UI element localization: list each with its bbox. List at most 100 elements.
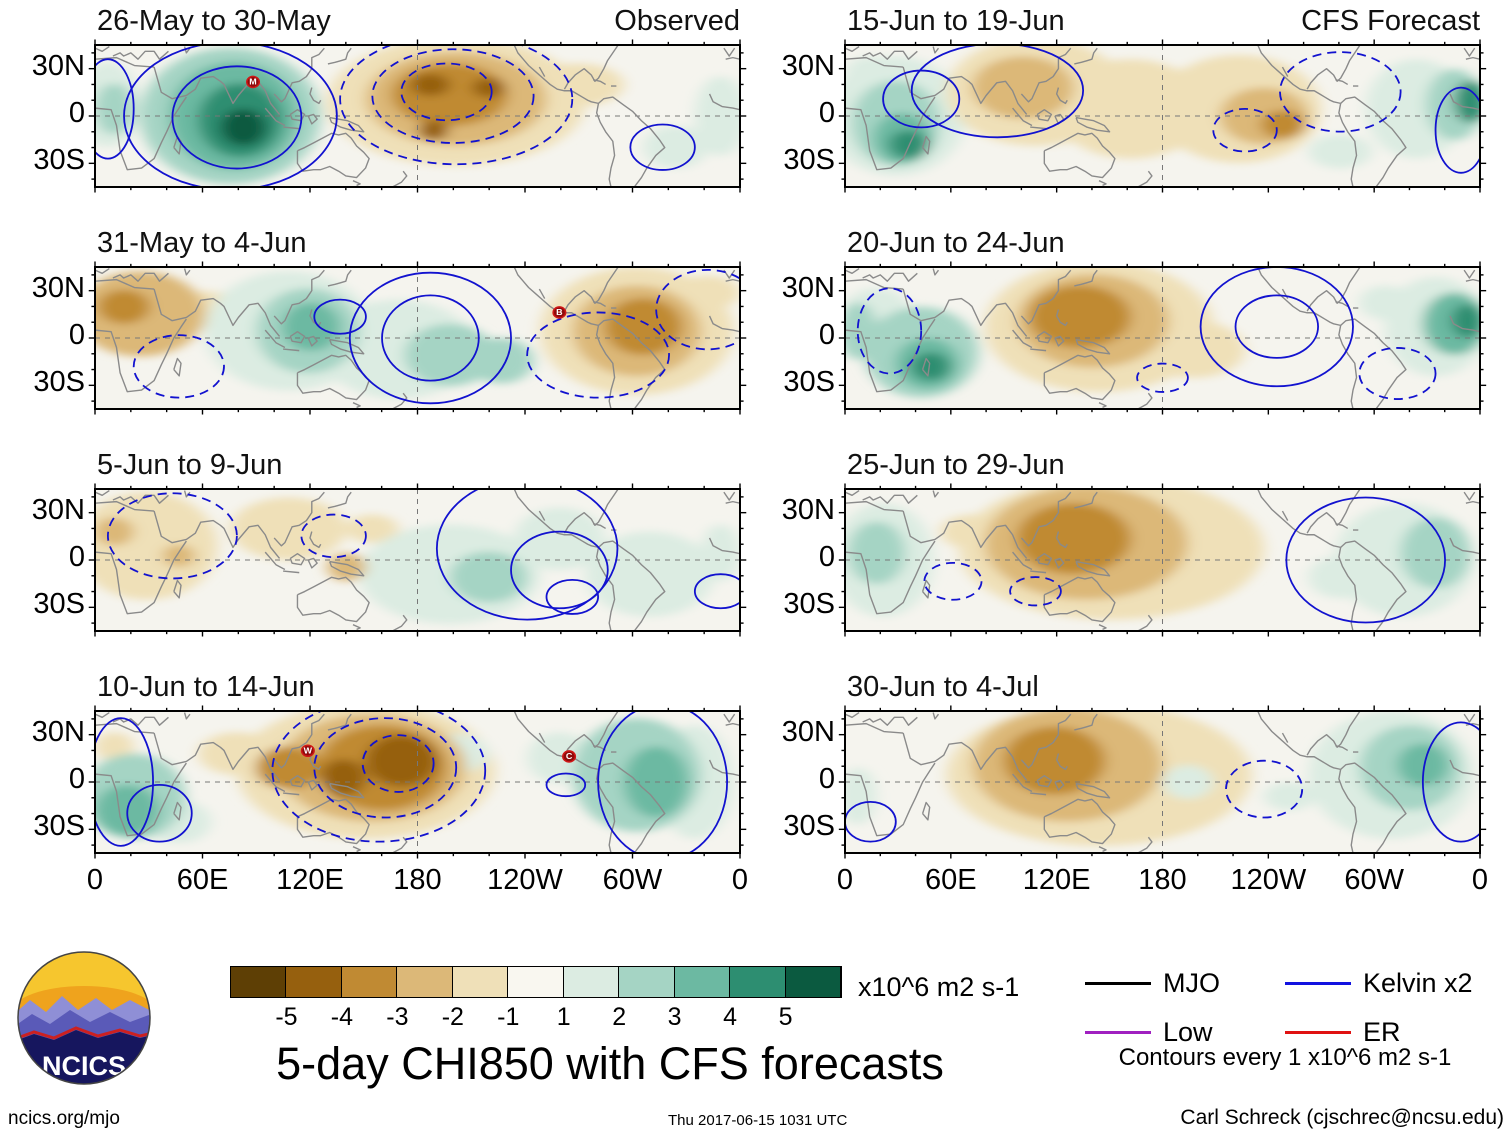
y-axis-label: 30S bbox=[33, 366, 85, 399]
panel-map bbox=[845, 267, 1480, 409]
x-axis-label: 120W bbox=[1230, 864, 1307, 896]
y-axis-label: 30N bbox=[781, 715, 835, 748]
x-axis-label: 180 bbox=[1138, 864, 1187, 896]
x-axis-label: 0 bbox=[1471, 864, 1489, 896]
legend-item-low: Low bbox=[1085, 1017, 1285, 1048]
legend-item-mjo: MJO bbox=[1085, 968, 1285, 999]
colorbar-box bbox=[397, 967, 453, 997]
panel-corner-label: Observed bbox=[614, 5, 740, 37]
svg-text:M: M bbox=[249, 77, 256, 86]
colorbar-box bbox=[452, 967, 509, 997]
colorbar-box bbox=[231, 967, 287, 997]
y-axis-label: 30S bbox=[783, 810, 835, 843]
footer-url: ncics.org/mjo bbox=[8, 1108, 120, 1129]
legend-line-swatch bbox=[1285, 982, 1351, 985]
map-panel: 15-Jun to 19-Jun CFS Forecast 30N 0 30S bbox=[782, 5, 1480, 187]
panel-title: 5-Jun to 9-Jun bbox=[97, 449, 283, 481]
panel-map: B bbox=[95, 267, 740, 409]
figure-title: 5-day CHI850 with CFS forecasts bbox=[276, 1038, 944, 1089]
y-axis-label: 30N bbox=[781, 271, 835, 304]
colorbar-tick-label: -4 bbox=[330, 1003, 354, 1031]
y-axis-label: 0 bbox=[818, 97, 835, 129]
legend-item-kelvin-x2: Kelvin x2 bbox=[1285, 968, 1485, 999]
colorbar-box bbox=[730, 967, 786, 997]
colorbar-box bbox=[508, 967, 564, 997]
colorbar-box bbox=[619, 967, 675, 997]
y-axis-label: 0 bbox=[68, 763, 85, 795]
x-axis-label: 180 bbox=[393, 864, 442, 896]
map-panel: 5-Jun to 9-Jun 30N 0 30S bbox=[32, 449, 740, 631]
panel-title: 31-May to 4-Jun bbox=[97, 227, 307, 259]
colorbar-tick-label: -5 bbox=[275, 1003, 298, 1031]
colorbar-box bbox=[563, 967, 620, 997]
y-axis-label: 30N bbox=[31, 49, 85, 82]
y-axis-label: 30S bbox=[783, 144, 835, 177]
x-axis-label: 0 bbox=[86, 864, 104, 896]
y-axis-label: 0 bbox=[68, 97, 85, 129]
panel-map bbox=[845, 711, 1480, 853]
x-axis-label: 0 bbox=[836, 864, 854, 896]
colorbar-box bbox=[341, 967, 398, 997]
colorbar-tick-label: -1 bbox=[497, 1003, 520, 1031]
colorbar-tick-label: -2 bbox=[441, 1003, 464, 1031]
colorbar-tick-label: -3 bbox=[386, 1003, 409, 1031]
svg-text:B: B bbox=[556, 308, 562, 317]
legend-item-label: Low bbox=[1163, 1017, 1213, 1047]
map-panel: 20-Jun to 24-Jun 30N 0 30S bbox=[782, 227, 1480, 409]
panel-title: 15-Jun to 19-Jun bbox=[847, 5, 1065, 37]
colorbar-unit-label: x10^6 m2 s-1 bbox=[858, 972, 1020, 1002]
svg-text:C: C bbox=[566, 752, 572, 761]
panel-title: 10-Jun to 14-Jun bbox=[97, 671, 315, 703]
y-axis-label: 30N bbox=[781, 493, 835, 526]
panel-map bbox=[845, 45, 1480, 187]
colorbar-tick-label: 1 bbox=[556, 1003, 571, 1031]
y-axis-label: 0 bbox=[68, 541, 85, 573]
panel-map bbox=[845, 489, 1480, 631]
colorbar-box bbox=[286, 967, 342, 997]
y-axis-label: 30S bbox=[33, 144, 85, 177]
ncics-logo: NCICS bbox=[17, 951, 151, 1085]
y-axis-label: 30S bbox=[33, 588, 85, 621]
legend-line-swatch bbox=[1085, 1031, 1151, 1034]
y-axis-label: 30N bbox=[31, 271, 85, 304]
map-panel: 10-Jun to 14-Jun 30N 0 30S W C bbox=[32, 671, 740, 853]
x-axis-label: 60W bbox=[1344, 864, 1404, 896]
legend-line-swatch bbox=[1085, 982, 1151, 985]
legend-line-swatch bbox=[1285, 1031, 1351, 1034]
ncics-logo-art bbox=[18, 952, 150, 1084]
legend-item-label: MJO bbox=[1163, 968, 1220, 998]
colorbar-box bbox=[674, 967, 731, 997]
y-axis-label: 0 bbox=[818, 763, 835, 795]
panel-map: WC bbox=[95, 711, 740, 853]
colorbar: -5 -4 -3 -2 -1 1 2 3 4 5 bbox=[230, 966, 842, 1031]
ncics-logo-text: NCICS bbox=[42, 1051, 126, 1081]
map-panel: 31-May to 4-Jun 30N 0 30S B bbox=[32, 227, 740, 409]
svg-text:W: W bbox=[304, 746, 312, 755]
legend-item-label: Kelvin x2 bbox=[1363, 968, 1473, 998]
panel-map: M bbox=[95, 45, 740, 187]
x-axis-label: 60E bbox=[925, 864, 977, 896]
colorbar-tick-label: 2 bbox=[612, 1003, 627, 1031]
y-axis-label: 0 bbox=[68, 319, 85, 351]
storm-marker: M bbox=[247, 76, 260, 87]
x-axis-label: 0 bbox=[731, 864, 749, 896]
map-panel: 25-Jun to 29-Jun 30N 0 30S bbox=[782, 449, 1480, 631]
panel-title: 30-Jun to 4-Jul bbox=[847, 671, 1039, 703]
footer-timestamp: Thu 2017-06-15 1031 UTC bbox=[668, 1112, 848, 1129]
x-axis-label: 60E bbox=[176, 864, 229, 896]
y-axis-label: 0 bbox=[818, 319, 835, 351]
storm-marker: W bbox=[302, 745, 315, 756]
panel-title: 26-May to 30-May bbox=[97, 5, 331, 37]
x-axis-label: 120E bbox=[276, 864, 344, 896]
wave-legend: MJO Kelvin x2 Low ER bbox=[1085, 968, 1485, 1048]
storm-marker: C bbox=[563, 751, 576, 762]
panel-title: 20-Jun to 24-Jun bbox=[847, 227, 1065, 259]
footer-credit: Carl Schreck (cjschrec@ncsu.edu) bbox=[1180, 1106, 1504, 1129]
y-axis-label: 30N bbox=[781, 49, 835, 82]
colorbar-box bbox=[785, 967, 841, 997]
y-axis-label: 30S bbox=[783, 588, 835, 621]
colorbar-tick-label: 5 bbox=[778, 1003, 793, 1031]
x-axis-label: 120E bbox=[1022, 864, 1091, 896]
x-axis-label: 60W bbox=[602, 864, 663, 896]
